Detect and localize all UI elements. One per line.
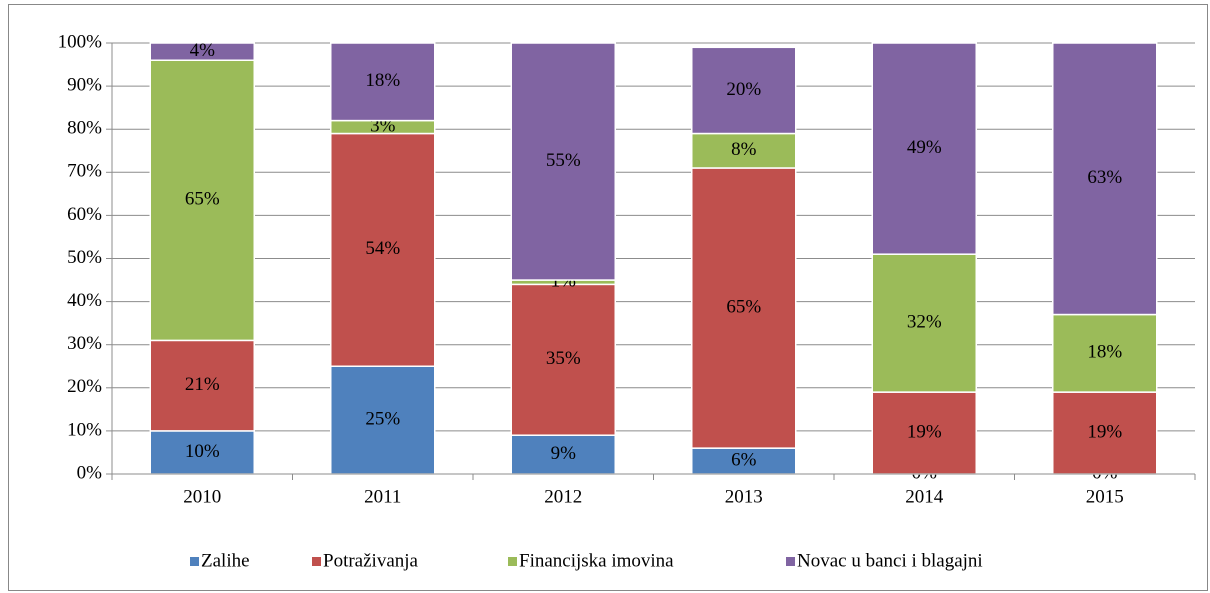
data-label: 4%	[190, 40, 216, 61]
bar-segment	[330, 365, 436, 475]
bar-segment	[149, 59, 255, 342]
data-label: 35%	[546, 348, 581, 369]
data-label: 18%	[1087, 342, 1122, 363]
data-label: 8%	[731, 139, 757, 160]
data-label: 19%	[1087, 421, 1122, 442]
bar-segment	[510, 434, 616, 475]
y-tick-label: 10%	[67, 419, 102, 440]
data-label: 21%	[185, 374, 220, 395]
data-label: 65%	[726, 296, 761, 317]
x-tick-label: 2013	[725, 486, 763, 507]
data-label: 54%	[365, 238, 400, 259]
y-tick-label: 30%	[67, 333, 102, 354]
x-tick-label: 2011	[364, 486, 401, 507]
bar-segment	[691, 167, 797, 449]
x-tick-label: 2014	[905, 486, 944, 507]
x-tick-label: 2015	[1086, 486, 1124, 507]
legend-label: Novac u banci i blagajni	[797, 550, 983, 571]
data-label: 32%	[907, 312, 942, 333]
bar-segment	[871, 253, 977, 393]
bar-segment	[149, 42, 255, 61]
data-label: 20%	[726, 79, 761, 100]
y-tick-label: 0%	[77, 462, 103, 483]
bar-segment	[510, 42, 616, 281]
data-label: 19%	[907, 421, 942, 442]
legend-swatch	[312, 557, 321, 566]
data-label: 65%	[185, 189, 220, 210]
y-tick-label: 40%	[67, 290, 102, 311]
x-tick-label: 2010	[183, 486, 221, 507]
y-tick-label: 60%	[67, 204, 102, 225]
bar-segment	[330, 42, 436, 122]
legend-label: Financijska imovina	[519, 550, 674, 571]
data-label: 25%	[365, 408, 400, 429]
bar-segment	[510, 283, 616, 436]
y-tick-label: 80%	[67, 118, 102, 139]
y-tick-label: 100%	[58, 31, 103, 52]
bar-segment	[691, 132, 797, 169]
legend-label: Zalihe	[201, 550, 250, 571]
legend-swatch	[508, 557, 517, 566]
y-tick-label: 50%	[67, 247, 102, 268]
y-tick-label: 20%	[67, 376, 102, 397]
bar-segment	[871, 42, 977, 255]
data-label: 9%	[551, 443, 577, 464]
y-tick-label: 70%	[67, 161, 102, 182]
bar-segment	[149, 430, 255, 475]
data-label: 18%	[365, 70, 400, 91]
bar-segment	[691, 46, 797, 135]
y-tick-label: 90%	[67, 74, 102, 95]
data-label: 55%	[546, 150, 581, 171]
legend-label: Potraživanja	[323, 550, 419, 571]
legend-swatch	[190, 557, 199, 566]
data-label: 10%	[185, 441, 220, 462]
data-label: 6%	[731, 449, 757, 470]
bar-segment	[691, 447, 797, 475]
x-tick-label: 2012	[544, 486, 582, 507]
legend-swatch	[786, 557, 795, 566]
bar-segment	[330, 132, 436, 367]
data-label: 49%	[907, 137, 942, 158]
bar-segment	[1052, 42, 1158, 316]
bar-segment	[149, 339, 255, 432]
data-label: 63%	[1087, 167, 1122, 188]
chart-frame	[8, 4, 1208, 591]
